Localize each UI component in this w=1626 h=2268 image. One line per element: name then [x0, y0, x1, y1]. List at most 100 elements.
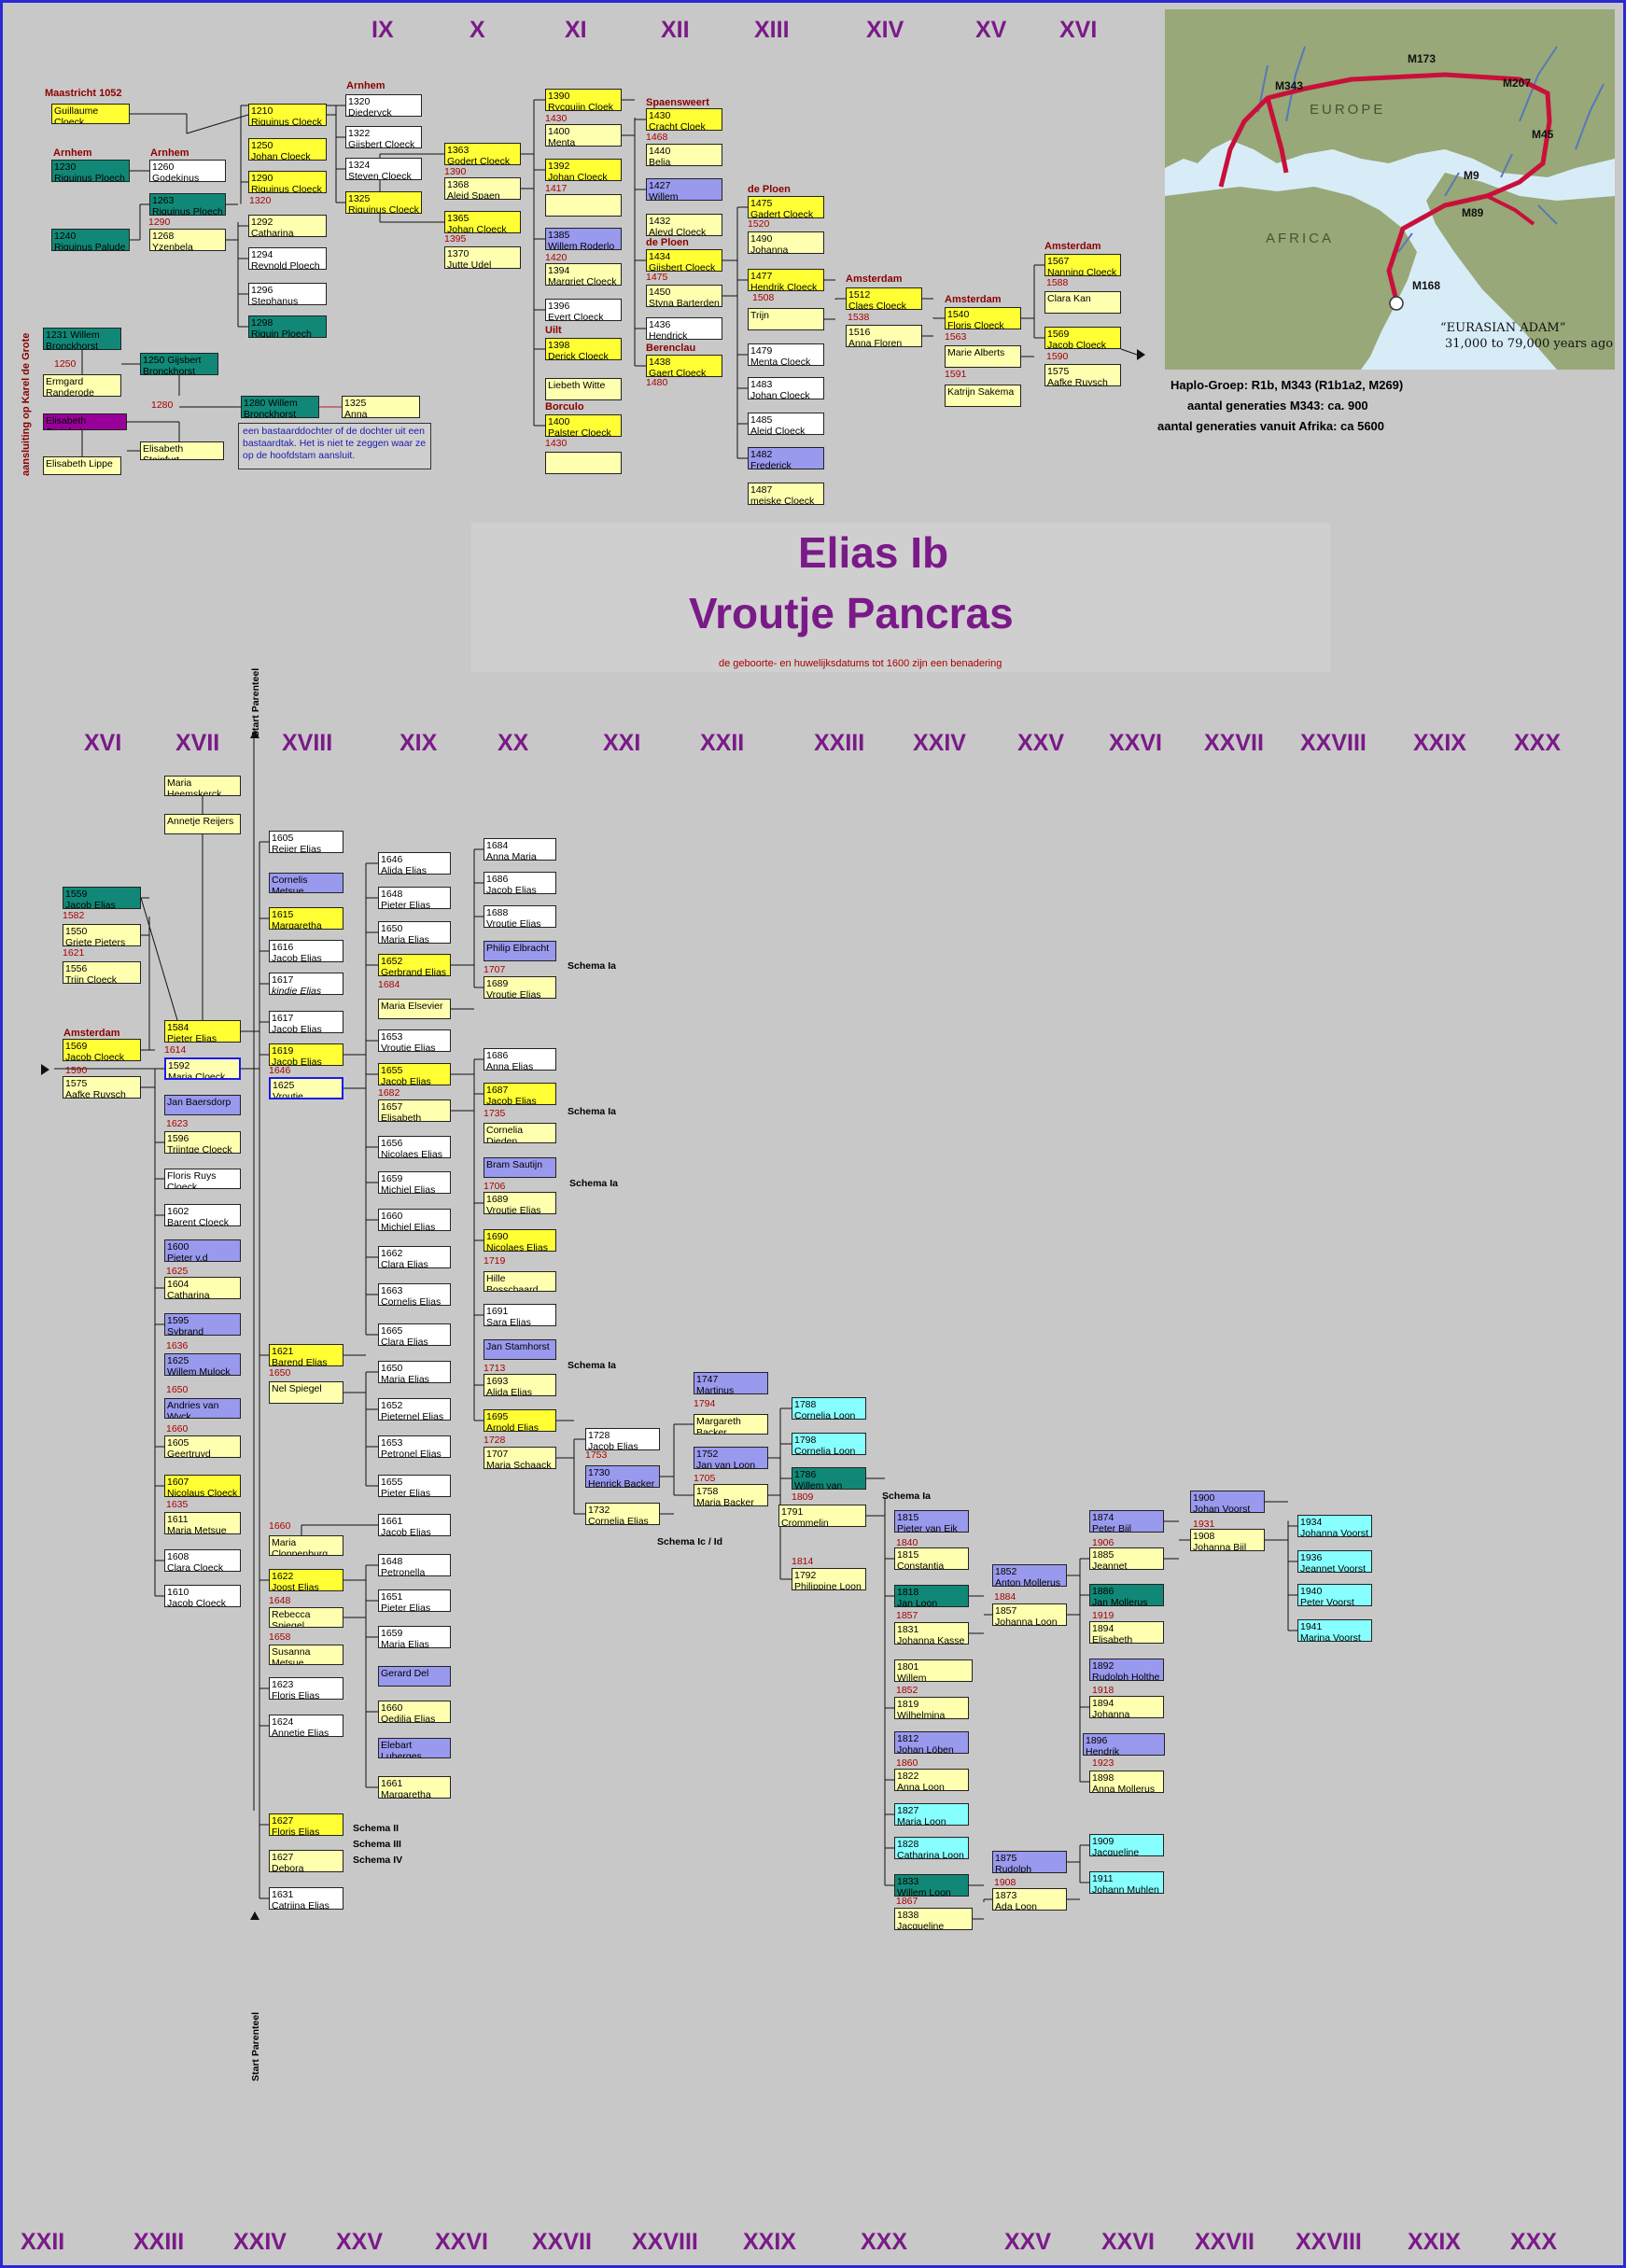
map-label-africa: AFRICA: [1266, 231, 1334, 246]
title-line-1: Elias Ib: [798, 528, 949, 577]
connector: [186, 114, 249, 134]
person-box: 1686 Jacob Elias: [484, 872, 556, 894]
person-box: Guillaume Cloeck: [51, 104, 130, 124]
person-box: 1659 Michiel Elias: [378, 1171, 451, 1194]
marriage-year: 1735: [484, 1108, 506, 1119]
person-box: 1290 Riquinus Cloeck: [248, 171, 327, 193]
person-box: 1792 Philippine Loon: [792, 1568, 866, 1590]
person-box: Andries van Wyck: [164, 1398, 241, 1419]
marriage-year: 1430: [545, 438, 568, 449]
person-box: 1660 Oedilia Elias: [378, 1701, 451, 1723]
marriage-year: 1250: [54, 358, 77, 370]
person-box: 1592 Maria Cloeck: [164, 1057, 241, 1080]
person-box: Maria Heemskerck: [164, 776, 241, 796]
person-box: 1690 Nicolaes Elias: [484, 1229, 556, 1252]
schema-reference: Schema II: [353, 1823, 399, 1834]
person-box: 1659 Maria Elias: [378, 1626, 451, 1648]
person-box: Rebecca Spiegel: [269, 1607, 343, 1628]
person-box: 1398 Derick Cloeck: [545, 338, 622, 360]
generation-bottom-3: XXV: [336, 2229, 384, 2255]
map-land-africa: [1165, 187, 1417, 370]
marker-m168: M168: [1412, 279, 1440, 292]
marriage-year: 1919: [1092, 1610, 1114, 1621]
marriage-year: 1590: [65, 1065, 88, 1076]
marriage-year: 1908: [994, 1877, 1016, 1888]
person-box: 1627 Floris Elias: [269, 1813, 343, 1836]
place-label: Spaensweert: [646, 97, 709, 108]
generation-middle-4: XX: [498, 730, 529, 756]
schema-reference: Schema Ia: [569, 1178, 618, 1189]
person-box: 1617 kindje Elias: [269, 973, 343, 995]
haplo-info: Haplo-Groep: R1b, M343 (R1b1a2, M269) aa…: [1157, 375, 1437, 437]
marriage-year: 1713: [484, 1363, 506, 1374]
person-box: Philip Elbracht: [484, 941, 556, 961]
place-label: Berenclau: [646, 343, 696, 354]
marriage-year: 1923: [1092, 1757, 1114, 1769]
generation-middle-10: XXVI: [1109, 730, 1162, 756]
person-box: Maria Elsevier: [378, 999, 451, 1019]
person-box: 1610 Jacob Cloeck: [164, 1585, 241, 1607]
place-label: Maastricht 1052: [45, 88, 122, 99]
person-box: 1322 Gijsbert Cloeck: [345, 126, 422, 148]
map-route-branch: [1265, 97, 1289, 174]
person-box: 1941 Marina Voorst: [1297, 1619, 1372, 1642]
person-box: 1651 Pieter Elias: [378, 1589, 451, 1612]
marriage-year: 1857: [896, 1610, 918, 1621]
marriage-year: 1430: [545, 113, 568, 124]
generation-middle-5: XXI: [603, 730, 641, 756]
place-label: Amsterdam: [63, 1028, 120, 1039]
generation-top-6: XV: [975, 17, 1007, 43]
generation-bottom-5: XXVII: [532, 2229, 592, 2255]
person-box: 1874 Peter Bijl: [1089, 1510, 1164, 1533]
person-box: 1556 Trijn Cloeck: [63, 961, 141, 984]
marker-m173: M173: [1408, 52, 1436, 65]
person-box: 1450 Styna Barterden: [646, 285, 722, 307]
person-box: 1516 Anna Floren: [846, 325, 922, 347]
person-box: 1605 Reijer Elias: [269, 831, 343, 853]
person-box: Susanna Metsue: [269, 1645, 343, 1665]
marriage-year: 1475: [646, 272, 668, 283]
person-box: 1940 Peter Voorst: [1297, 1584, 1372, 1606]
person-box: Gerard Del: [378, 1666, 451, 1687]
person-box: 1652 Pieternel Elias: [378, 1398, 451, 1421]
person-box: 1483 Johan Cloeck: [748, 377, 824, 399]
arrow-up-icon: [250, 730, 259, 738]
person-box: 1325 Riquinus Cloeck: [345, 191, 422, 214]
person-box: 1662 Clara Elias: [378, 1246, 451, 1268]
marriage-year: 1320: [249, 195, 272, 206]
person-box: 1294 Reynold Ploech: [248, 247, 327, 270]
generation-middle-7: XXIII: [814, 730, 865, 756]
adam-years: 31,000 to 79,000 years ago: [1445, 337, 1613, 351]
person-box: 1280 Willem Bronckhorst: [241, 396, 319, 418]
person-box: 1689 Vroutje Elias: [484, 1192, 556, 1214]
person-box: 1298 Riquin Ploech: [248, 315, 327, 338]
person-box: 1660 Michiel Elias: [378, 1209, 451, 1231]
marriage-year: 1753: [585, 1449, 608, 1461]
person-box: Jan Baersdorp: [164, 1095, 241, 1115]
person-box: 1818 Jan Loon: [894, 1585, 969, 1607]
generation-bottom-8: XXX: [861, 2229, 908, 2255]
generation-top-3: XII: [661, 17, 690, 43]
marriage-year: 1867: [896, 1896, 918, 1907]
person-box: 1661 Jacob Elias: [378, 1514, 451, 1536]
generation-bottom-4: XXVI: [435, 2229, 488, 2255]
person-box: Annetje Reijers: [164, 814, 241, 834]
person-box: 1655 Jacob Elias: [378, 1063, 451, 1085]
haplo-line-1: Haplo-Groep: R1b, M343 (R1b1a2, M269): [1170, 378, 1404, 392]
marriage-year: 1390: [444, 166, 467, 177]
marriage-year: 1906: [1092, 1537, 1114, 1548]
person-box: 1691 Sara Elias: [484, 1304, 556, 1326]
marriage-year: 1705: [694, 1473, 716, 1484]
person-box: 1368 Aleid Spaen: [444, 177, 521, 200]
generation-bottom-14: XXX: [1510, 2229, 1558, 2255]
person-box: 1936 Jeannet Voorst: [1297, 1550, 1372, 1573]
marriage-year: 1290: [148, 217, 171, 228]
generation-top-7: XVI: [1059, 17, 1098, 43]
